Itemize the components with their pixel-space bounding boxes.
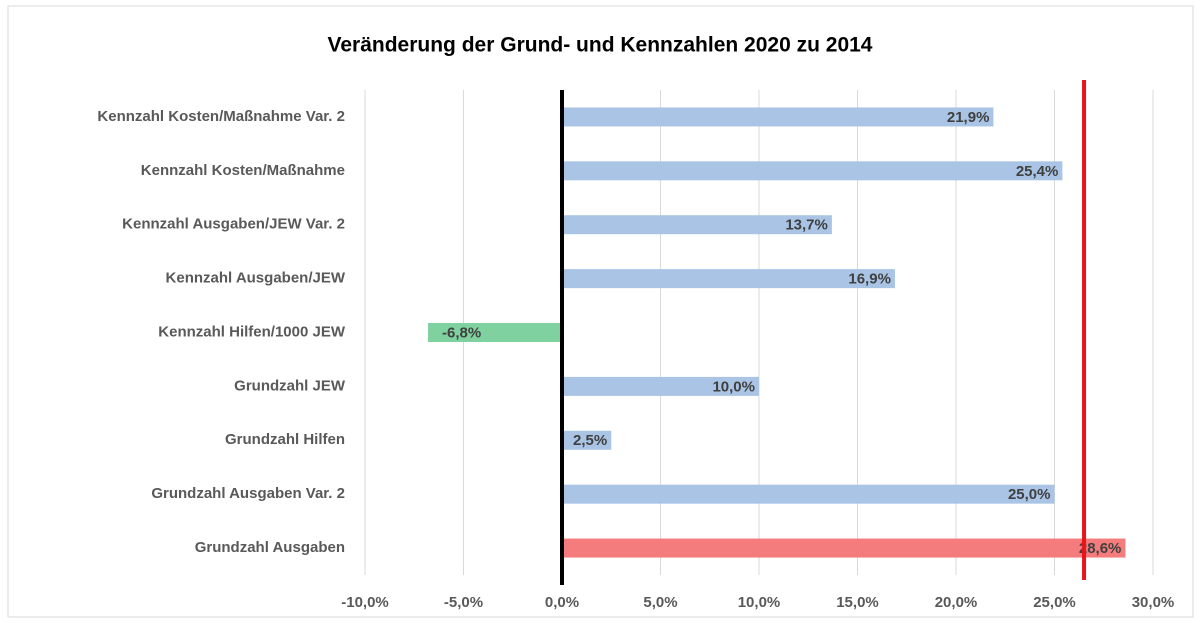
bar bbox=[562, 269, 895, 289]
x-tick-label: -5,0% bbox=[444, 594, 483, 611]
y-tick-label: Kennzahl Kosten/Maßnahme Var. 2 bbox=[97, 108, 345, 125]
x-tick-label: 15,0% bbox=[836, 594, 879, 611]
bar bbox=[562, 107, 994, 127]
x-tick-label: 0,0% bbox=[545, 594, 579, 611]
x-tick-label: 5,0% bbox=[643, 594, 677, 611]
y-tick-label: Grundzahl Hilfen bbox=[225, 431, 345, 448]
data-label: 13,7% bbox=[785, 217, 828, 234]
data-label: 25,0% bbox=[1008, 486, 1051, 503]
bar bbox=[562, 538, 1126, 558]
y-tick-label: Kennzahl Ausgaben/JEW Var. 2 bbox=[122, 216, 345, 233]
x-tick-label: 25,0% bbox=[1033, 594, 1076, 611]
x-tick-label: 20,0% bbox=[935, 594, 978, 611]
y-tick-label: Kennzahl Hilfen/1000 JEW bbox=[158, 323, 346, 340]
data-label: 21,9% bbox=[947, 109, 990, 126]
x-tick-label: -10,0% bbox=[341, 594, 389, 611]
y-tick-label: Grundzahl Ausgaben Var. 2 bbox=[151, 485, 345, 502]
y-tick-label: Kennzahl Kosten/Maßnahme bbox=[141, 162, 345, 179]
bar bbox=[562, 161, 1063, 181]
data-label: 25,4% bbox=[1016, 163, 1059, 180]
y-tick-label: Grundzahl Ausgaben bbox=[195, 539, 345, 556]
data-label: 28,6% bbox=[1079, 540, 1122, 557]
bar bbox=[562, 430, 612, 450]
bar bbox=[562, 215, 832, 235]
y-tick-label: Kennzahl Ausgaben/JEW bbox=[166, 270, 346, 287]
data-label: -6,8% bbox=[442, 324, 481, 341]
x-tick-label: 30,0% bbox=[1132, 594, 1175, 611]
data-label: 10,0% bbox=[712, 378, 755, 395]
x-tick-label: 10,0% bbox=[738, 594, 781, 611]
data-label: 2,5% bbox=[573, 432, 607, 449]
bar bbox=[428, 323, 562, 342]
bar bbox=[562, 484, 1055, 504]
bar bbox=[562, 376, 759, 396]
y-tick-label: Grundzahl JEW bbox=[234, 377, 346, 394]
data-label: 16,9% bbox=[848, 271, 891, 288]
chart-title: Veränderung der Grund- und Kennzahlen 20… bbox=[328, 34, 873, 57]
chart-frame bbox=[7, 5, 1194, 618]
